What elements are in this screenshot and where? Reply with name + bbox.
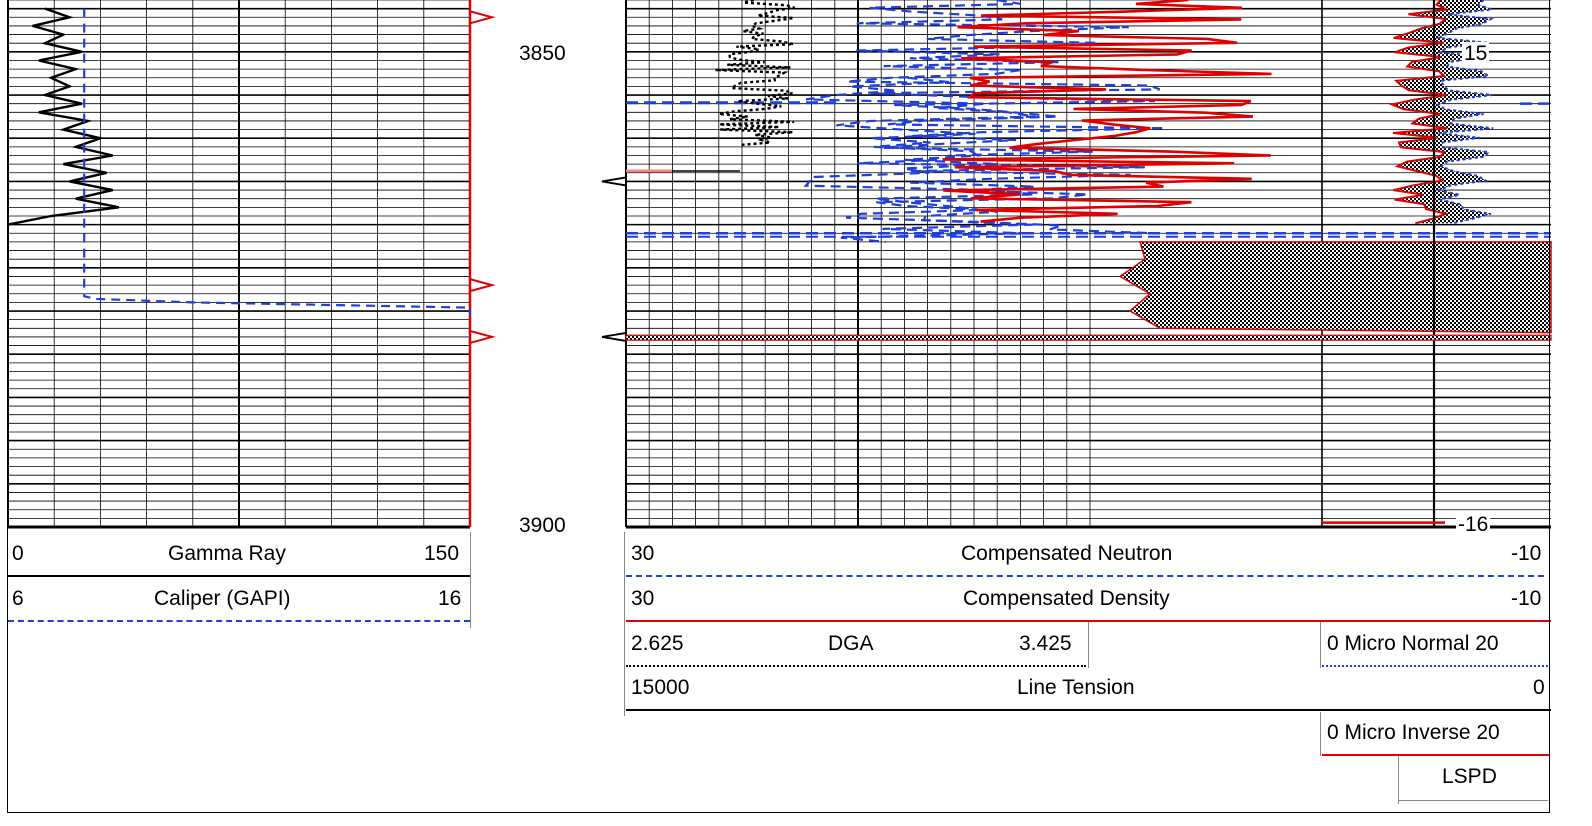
dga-label: DGA [828, 632, 874, 655]
caliper-min: 6 [12, 587, 24, 610]
left-header-divider [470, 532, 471, 628]
page-border [7, 0, 1550, 813]
tension-legend-line [626, 709, 1551, 711]
micro-normal-curve [1435, 0, 1495, 225]
right-header-divider [624, 532, 625, 716]
depth-label-3850: 3850 [519, 42, 566, 65]
depth-marker-right-1 [469, 278, 496, 293]
dga-legend-line [626, 665, 1086, 667]
gamma-min: 0 [12, 542, 24, 565]
micro-inverse-legend-line [1322, 754, 1550, 756]
dga-curve [715, 0, 795, 147]
caliper-max: 16 [438, 587, 462, 610]
dga-max: 3.425 [1019, 632, 1072, 655]
neutron-max: -10 [1511, 542, 1542, 565]
micro-normal-divider [1320, 622, 1321, 668]
density-max: -10 [1511, 587, 1542, 610]
tension-band [625, 334, 1552, 341]
density-min: 30 [631, 587, 655, 610]
density-curve [942, 0, 1272, 223]
dga-header-divider [1088, 622, 1089, 668]
micro-normal-legend-line [1322, 665, 1548, 667]
depth-marker-left-0 [601, 176, 627, 187]
micro-inverse-curve [1388, 0, 1450, 225]
caliper-label: Caliper (GAPI) [154, 587, 291, 610]
depth-marker-right-2 [469, 329, 496, 344]
dga-min: 2.625 [631, 632, 684, 655]
density-legend-line [626, 620, 1551, 622]
depth-label-3900: 3900 [519, 514, 566, 532]
gamma-ray-curve [7, 7, 120, 226]
caliper-curve [83, 8, 472, 316]
crossover-shading [1118, 241, 1552, 334]
gamma-label: Gamma Ray [168, 542, 286, 565]
tension-label: Line Tension [1017, 676, 1135, 699]
lspd-legend-line [1398, 800, 1548, 801]
gamma-max: 150 [424, 542, 460, 565]
neutron-curve-a [845, 0, 1166, 235]
tension-min: 15000 [631, 676, 690, 699]
caliper-legend-line [8, 620, 470, 622]
gamma-legend-line [8, 575, 470, 577]
micro-normal-label: 0 Micro Normal 20 [1327, 632, 1499, 655]
micro-scale-label-15: 15 [1462, 42, 1490, 66]
neutron-legend-line [626, 575, 1544, 577]
micro-scale-label-neg16: -16 [1456, 513, 1491, 532]
neutron-label: Compensated Neutron [961, 542, 1173, 565]
lspd-divider [1398, 756, 1399, 804]
micro-inverse-label: 0 Micro Inverse 20 [1327, 721, 1500, 744]
lspd-label: LSPD [1442, 765, 1497, 788]
depth-marker-right-0 [469, 10, 496, 25]
depth-marker-left-1 [601, 331, 627, 342]
tension-max: 0 [1533, 676, 1545, 699]
micro-inverse-divider [1320, 712, 1321, 756]
neutron-curve-b [803, 76, 1036, 243]
density-label: Compensated Density [963, 587, 1170, 610]
neutron-min: 30 [631, 542, 655, 565]
